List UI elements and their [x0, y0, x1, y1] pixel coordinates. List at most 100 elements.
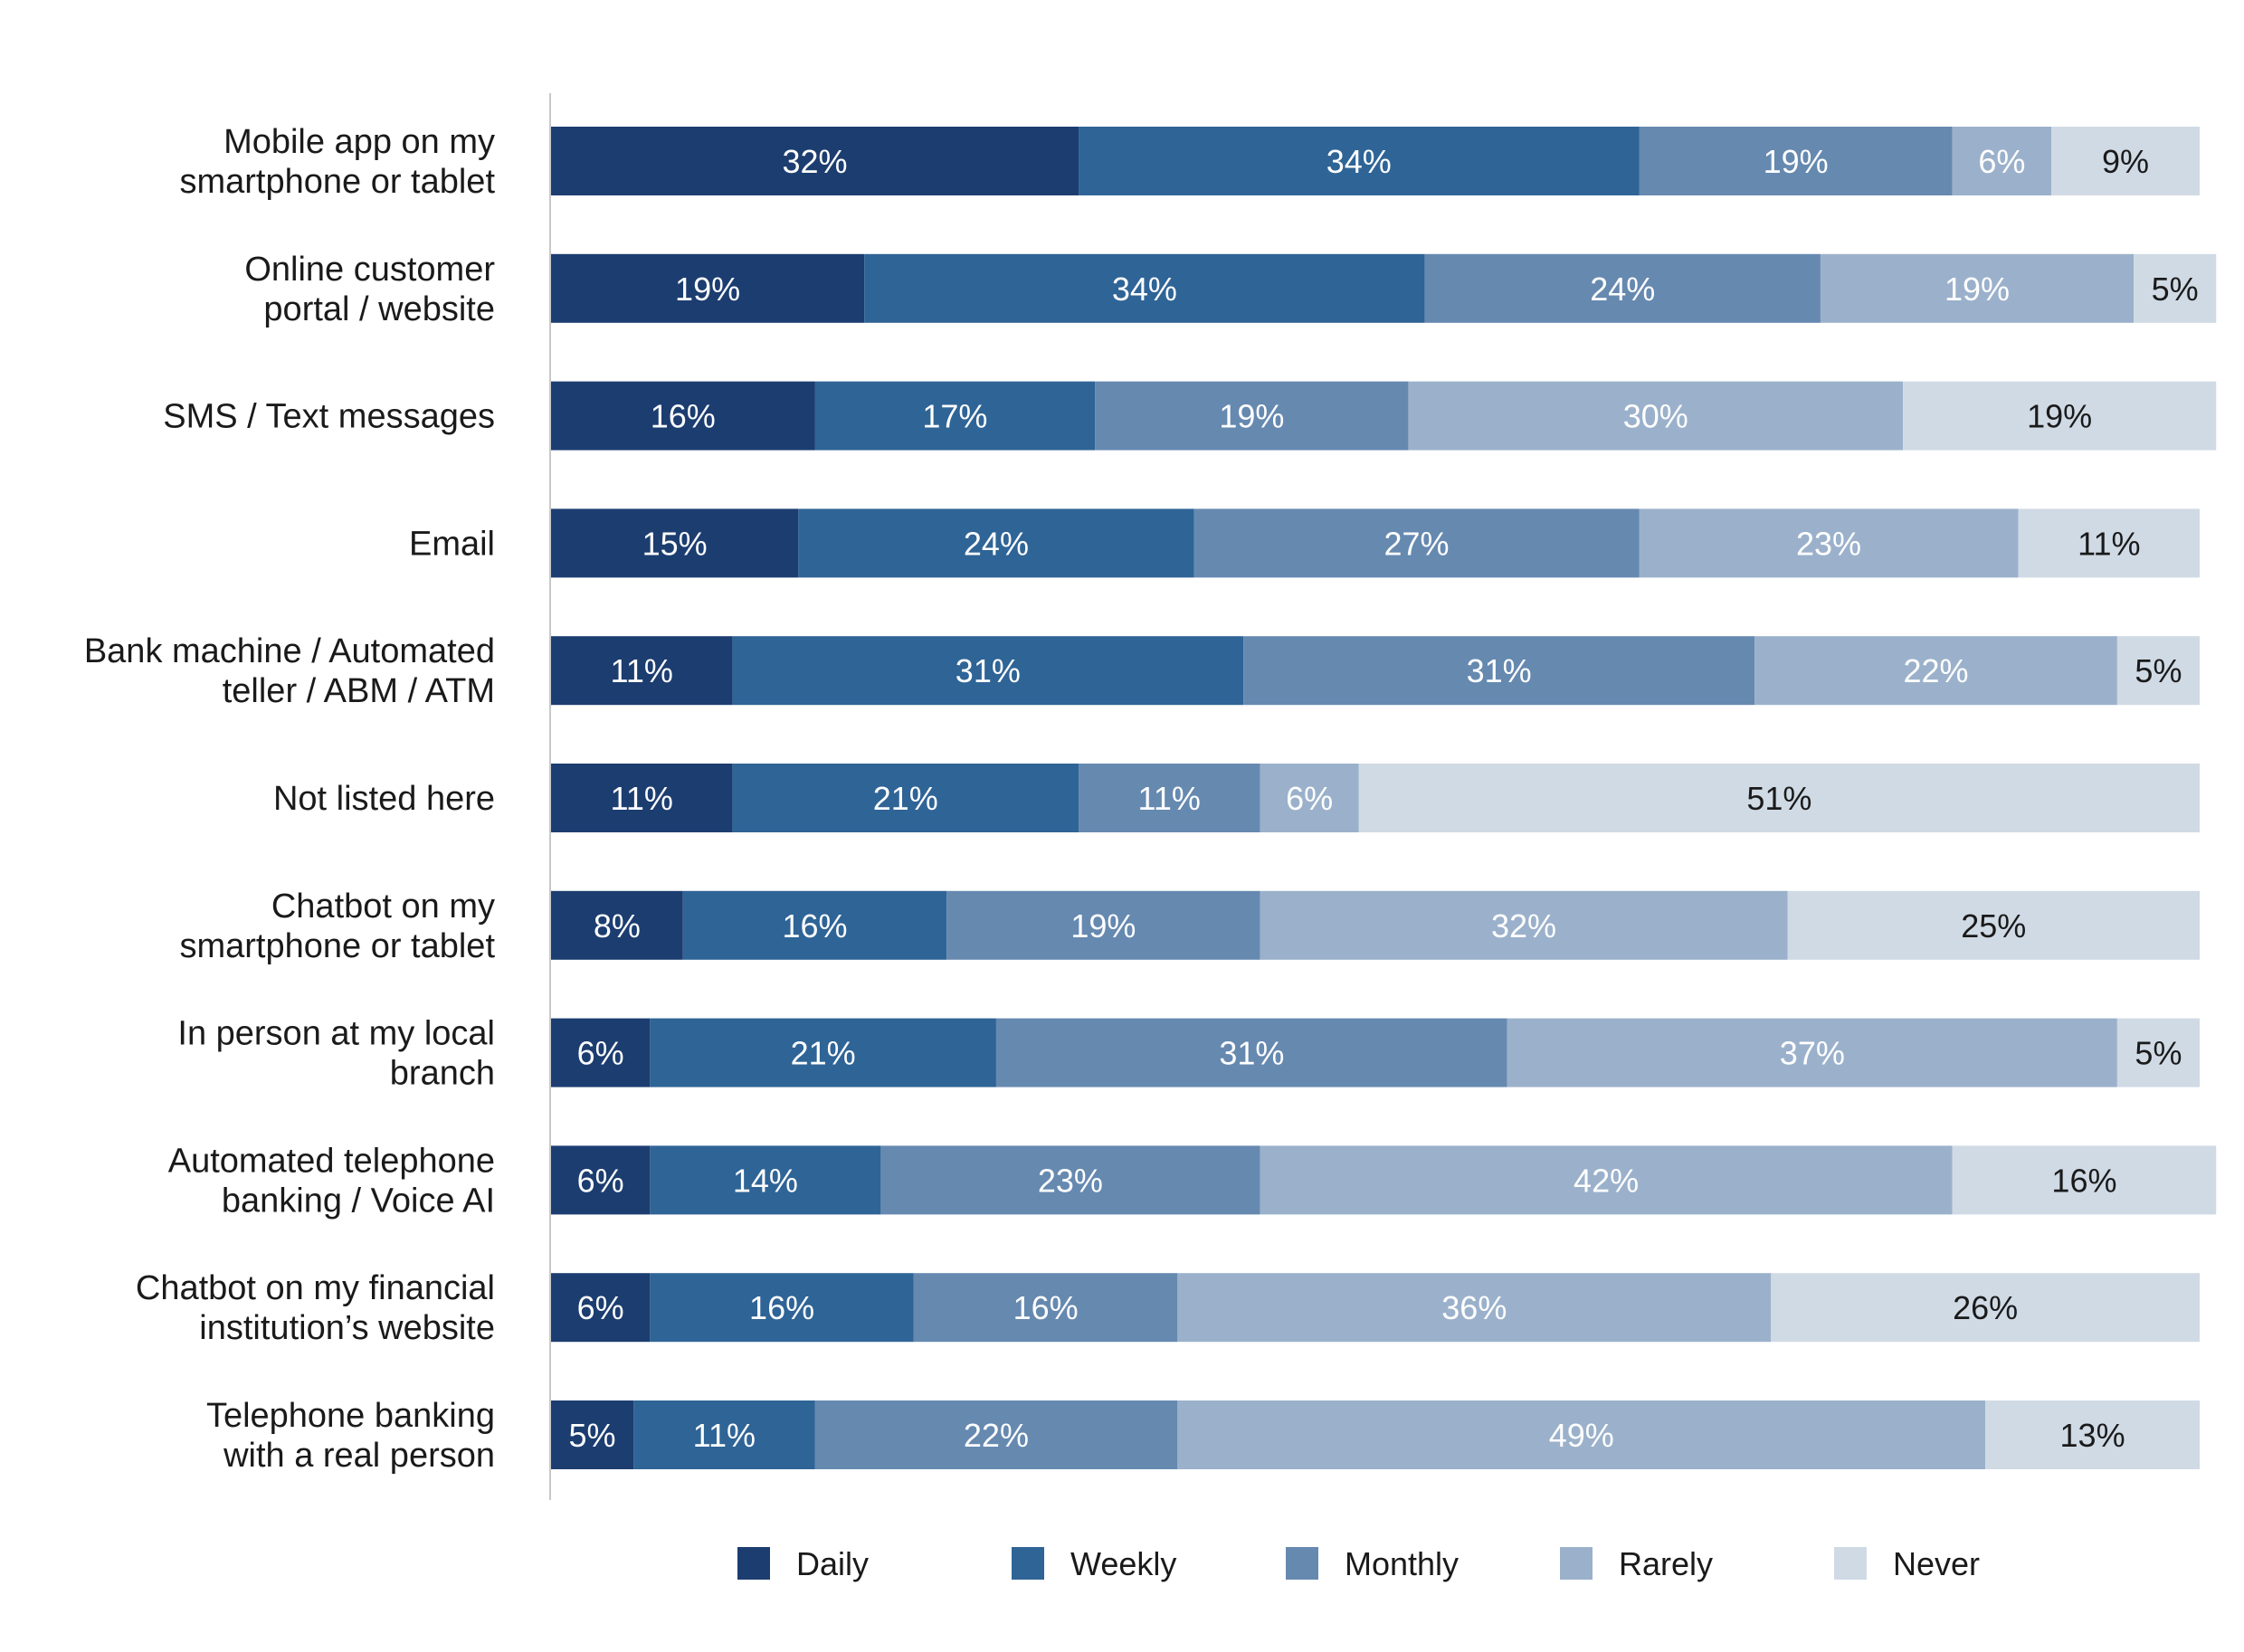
bar-segment-never-telephone-banking-with-a-real-person	[1985, 1400, 2200, 1469]
category-label-bank-machine-automated-teller-abm-atm: Bank machine / Automated teller / ABM / A…	[84, 632, 495, 710]
category-label-line: Mobile app on my	[223, 123, 495, 161]
bar-segment-rarely-mobile-app-on-my-smartphone-or-tablet	[1952, 127, 2052, 195]
data-label-weekly-chatbot-on-my-smartphone-or-tablet: 16%	[782, 907, 847, 945]
bar-segment-weekly-chatbot-on-my-smartphone-or-tablet	[682, 890, 947, 960]
bar-segment-monthly-mobile-app-on-my-smartphone-or-tablet	[1639, 127, 1953, 195]
data-label-never-automated-telephone-banking-voice-ai: 16%	[2051, 1162, 2116, 1199]
legend-label-daily: Daily	[796, 1545, 869, 1582]
category-label-online-customer-portal-website: Online customer portal / website	[244, 251, 495, 328]
bar-segment-rarely-telephone-banking-with-a-real-person	[1177, 1400, 1986, 1469]
bar-segment-weekly-online-customer-portal-website	[864, 253, 1425, 323]
data-label-daily-chatbot-on-my-smartphone-or-tablet: 8%	[594, 907, 641, 945]
legend-swatch-daily	[737, 1547, 770, 1580]
bar-segment-weekly-email	[798, 508, 1194, 578]
data-label-daily-telephone-banking-with-a-real-person: 5%	[569, 1417, 616, 1454]
bar-segment-daily-automated-telephone-banking-voice-ai	[551, 1145, 651, 1215]
bar-segment-daily-chatbot-on-my-smartphone-or-tablet	[551, 890, 683, 960]
data-label-weekly-mobile-app-on-my-smartphone-or-tablet: 34%	[1326, 143, 1392, 180]
category-label-telephone-banking-with-a-real-person: Telephone banking with a real person	[206, 1397, 495, 1475]
bar-segment-never-chatbot-on-my-smartphone-or-tablet	[1787, 890, 2200, 960]
bar-segment-rarely-not-listed-here	[1260, 764, 1359, 832]
bar-segment-never-not-listed-here	[1358, 764, 2200, 832]
legend-item-rarely: Rarely	[1560, 1545, 1713, 1582]
data-label-rarely-bank-machine-automated-teller-abm-atm: 22%	[1903, 652, 1968, 689]
data-label-never-sms-text-messages: 19%	[2027, 398, 2092, 435]
data-label-daily-automated-telephone-banking-voice-ai: 6%	[577, 1162, 624, 1199]
category-label-not-listed-here: Not listed here	[273, 780, 495, 818]
category-label-line: Not listed here	[273, 780, 495, 818]
category-label-line: institution’s website	[199, 1309, 495, 1347]
bar-segment-never-automated-telephone-banking-voice-ai	[1952, 1145, 2217, 1215]
data-label-never-mobile-app-on-my-smartphone-or-tablet: 9%	[2102, 143, 2149, 180]
data-label-monthly-online-customer-portal-website: 24%	[1590, 271, 1655, 308]
data-label-monthly-not-listed-here: 11%	[1138, 780, 1201, 817]
data-label-monthly-telephone-banking-with-a-real-person: 22%	[964, 1417, 1029, 1454]
category-label-chatbot-on-my-smartphone-or-tablet: Chatbot on my smartphone or tablet	[179, 888, 495, 965]
data-label-weekly-online-customer-portal-website: 34%	[1112, 271, 1177, 308]
bar-segment-rarely-chatbot-on-my-smartphone-or-tablet	[1260, 890, 1788, 960]
bar-segment-never-in-person-at-my-local-branch	[2116, 1018, 2200, 1087]
data-label-weekly-automated-telephone-banking-voice-ai: 14%	[733, 1162, 798, 1199]
bar-segment-rarely-email	[1639, 508, 2019, 578]
bar-segment-daily-online-customer-portal-website	[551, 253, 865, 323]
bar-segment-monthly-automated-telephone-banking-voice-ai	[880, 1145, 1260, 1215]
data-label-daily-in-person-at-my-local-branch: 6%	[577, 1035, 624, 1072]
bar-segment-never-email	[2018, 508, 2200, 578]
data-label-daily-chatbot-on-my-financial-institution-s-website: 6%	[577, 1289, 624, 1326]
bar-segment-daily-sms-text-messages	[551, 381, 815, 451]
category-label-line: Bank machine / Automated	[84, 632, 495, 670]
data-label-never-bank-machine-automated-teller-abm-atm: 5%	[2135, 652, 2182, 689]
category-label-line: with a real person	[223, 1437, 495, 1475]
bar-segment-monthly-in-person-at-my-local-branch	[995, 1018, 1507, 1087]
bar-segment-daily-telephone-banking-with-a-real-person	[551, 1400, 634, 1469]
category-label-line: Telephone banking	[206, 1397, 495, 1435]
data-label-weekly-bank-machine-automated-teller-abm-atm: 31%	[956, 652, 1021, 689]
data-label-weekly-chatbot-on-my-financial-institution-s-website: 16%	[749, 1289, 814, 1326]
bars-group: 32% 34% 19% 6% 9% 19% 34% 24% 19% 5% 16% 17% 19% 30% 1…	[551, 127, 2217, 1469]
bar-segment-monthly-not-listed-here	[1079, 764, 1260, 832]
data-label-daily-mobile-app-on-my-smartphone-or-tablet: 32%	[782, 143, 847, 180]
bar-segment-never-chatbot-on-my-financial-institution-s-website	[1771, 1273, 2200, 1343]
data-label-never-chatbot-on-my-financial-institution-s-website: 26%	[1953, 1289, 2018, 1326]
bar-segment-daily-email	[551, 508, 799, 578]
legend-item-never: Never	[1834, 1545, 1980, 1582]
legend-swatch-rarely	[1560, 1547, 1593, 1580]
bar-segment-weekly-chatbot-on-my-financial-institution-s-website	[650, 1273, 914, 1343]
legend-swatch-monthly	[1286, 1547, 1318, 1580]
data-label-daily-bank-machine-automated-teller-abm-atm: 11%	[611, 652, 673, 689]
data-label-weekly-not-listed-here: 21%	[873, 780, 938, 817]
legend-label-weekly: Weekly	[1070, 1545, 1176, 1582]
bar-segment-monthly-chatbot-on-my-financial-institution-s-website	[913, 1273, 1178, 1343]
category-label-line: teller / ABM / ATM	[223, 672, 495, 710]
bar-segment-never-sms-text-messages	[1903, 381, 2217, 451]
data-label-never-not-listed-here: 51%	[1746, 780, 1811, 817]
bar-segment-weekly-bank-machine-automated-teller-abm-atm	[732, 636, 1244, 706]
bar-segment-monthly-telephone-banking-with-a-real-person	[814, 1400, 1178, 1469]
legend-label-never: Never	[1893, 1545, 1980, 1582]
bar-segment-daily-chatbot-on-my-financial-institution-s-website	[551, 1273, 651, 1343]
bar-segment-monthly-online-customer-portal-website	[1424, 253, 1821, 323]
bar-segment-never-bank-machine-automated-teller-abm-atm	[2116, 636, 2200, 706]
bar-segment-rarely-bank-machine-automated-teller-abm-atm	[1754, 636, 2117, 706]
legend: Daily Weekly Monthly Rarely Never	[737, 1545, 1980, 1582]
data-label-weekly-sms-text-messages: 17%	[922, 398, 987, 435]
data-label-rarely-online-customer-portal-website: 19%	[1944, 271, 2010, 308]
bar-segment-weekly-mobile-app-on-my-smartphone-or-tablet	[1079, 127, 1640, 195]
legend-swatch-never	[1834, 1547, 1867, 1580]
category-label-chatbot-on-my-financial-institution-s-website: Chatbot on my financial institution’s web…	[136, 1269, 495, 1347]
bar-segment-monthly-email	[1193, 508, 1640, 578]
legend-label-monthly: Monthly	[1345, 1545, 1459, 1582]
data-label-rarely-automated-telephone-banking-voice-ai: 42%	[1574, 1162, 1639, 1199]
bar-segment-weekly-not-listed-here	[732, 764, 1079, 832]
data-label-never-in-person-at-my-local-branch: 5%	[2135, 1035, 2182, 1072]
data-label-monthly-mobile-app-on-my-smartphone-or-tablet: 19%	[1764, 143, 1829, 180]
data-label-daily-online-customer-portal-website: 19%	[675, 271, 740, 308]
legend-item-monthly: Monthly	[1286, 1545, 1459, 1582]
data-label-never-online-customer-portal-website: 5%	[2152, 271, 2199, 308]
category-label-line: Email	[409, 525, 495, 563]
category-label-line: Automated telephone	[168, 1142, 495, 1180]
data-label-never-email: 11%	[2078, 525, 2140, 562]
data-label-never-telephone-banking-with-a-real-person: 13%	[2060, 1417, 2125, 1454]
data-label-rarely-in-person-at-my-local-branch: 37%	[1780, 1035, 1845, 1072]
